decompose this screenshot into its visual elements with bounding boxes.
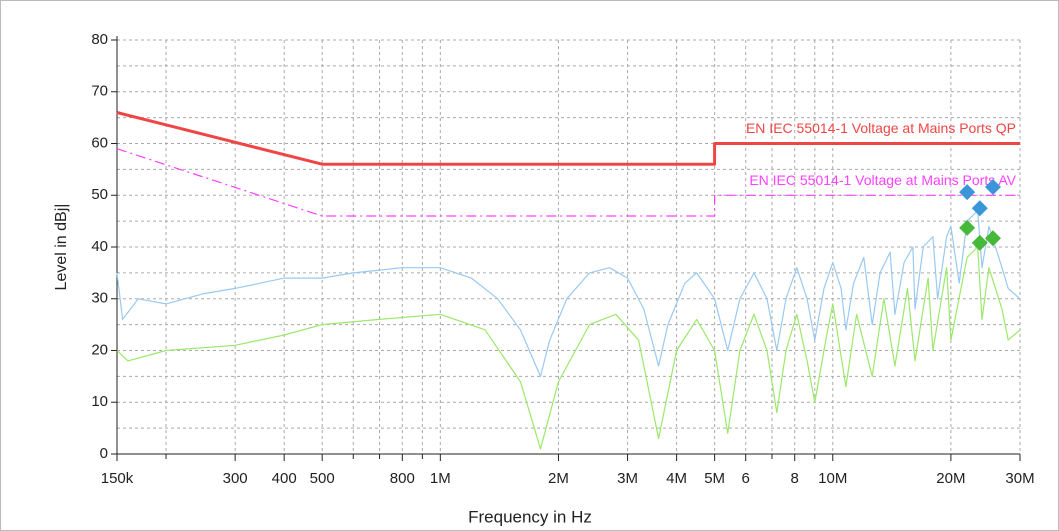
x-tick-label: 10M (818, 470, 847, 487)
x-tick-label: 1M (430, 470, 451, 487)
marker (971, 234, 988, 251)
marker (984, 178, 1001, 195)
y-tick-label: 30 (91, 290, 108, 307)
marker (959, 219, 976, 236)
y-tick-label: 50 (91, 186, 108, 203)
marker (971, 200, 988, 217)
y-tick-label: 40 (91, 238, 108, 255)
x-tick-label: 4M (666, 470, 687, 487)
x-tick-label: 800 (390, 470, 415, 487)
y-axis-label: Level in dBj| (53, 204, 70, 291)
y-tick-label: 0 (100, 445, 108, 462)
x-tick-label: 2M (548, 470, 569, 487)
series-line (116, 246, 1021, 450)
x-tick-label: 30M (1005, 470, 1034, 487)
x-tick-label: 150k (101, 470, 134, 487)
series-line (116, 210, 1021, 377)
x-tick-label: 8 (791, 470, 799, 487)
y-tick-label: 10 (91, 393, 108, 410)
y-tick-label: 60 (91, 134, 108, 151)
y-tick-label: 80 (91, 31, 108, 48)
x-tick-label: 5M (704, 470, 725, 487)
x-axis-label: Frequency in Hz (468, 507, 592, 526)
marker (984, 230, 1001, 247)
line-label: EN IEC 55014-1 Voltage at Mains Ports QP (746, 120, 1016, 136)
y-tick-label: 20 (91, 341, 108, 358)
y-tick-label: 70 (91, 83, 108, 100)
marker (959, 184, 976, 201)
x-tick-label: 400 (272, 470, 297, 487)
x-tick-label: 300 (223, 470, 248, 487)
x-tick-label: 6 (742, 470, 750, 487)
series-line (116, 111, 1020, 166)
series-line (116, 148, 1020, 217)
x-tick-label: 3M (617, 470, 638, 487)
x-tick-label: 20M (936, 470, 965, 487)
line-label: EN IEC 55014-1 Voltage at Mains Ports AV (749, 172, 1016, 188)
x-tick-label: 500 (310, 470, 335, 487)
